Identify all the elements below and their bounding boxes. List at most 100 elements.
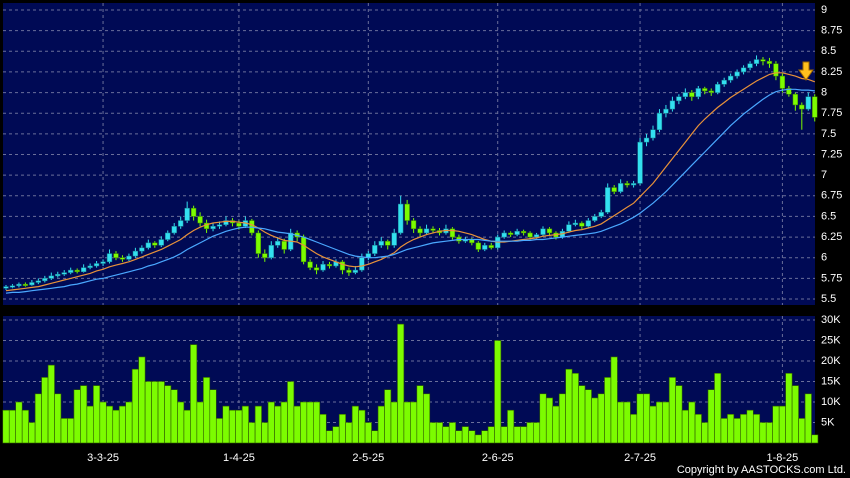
candle-body — [87, 265, 93, 268]
y-tick-label: 7.75 — [821, 107, 842, 119]
volume-bar — [668, 377, 676, 444]
volume-bar — [164, 385, 172, 444]
arrow-icon — [798, 61, 814, 81]
volume-bar — [177, 401, 185, 444]
candle-body — [35, 280, 42, 283]
y-tick-label: 5.5 — [821, 293, 836, 305]
copyright: Copyright by AASTOCKS.com Ltd. — [677, 464, 846, 476]
volume-bar — [804, 393, 812, 444]
candle-body — [695, 88, 701, 97]
volume-bar — [358, 409, 366, 444]
volume-bar — [752, 413, 761, 444]
volume-bar — [209, 389, 217, 444]
volume-bar — [759, 422, 767, 444]
volume-bar — [118, 405, 126, 444]
candle-body — [410, 220, 417, 230]
volume-bar — [520, 426, 528, 444]
candle-body — [702, 88, 708, 92]
volume-bar — [513, 426, 521, 444]
candle-body — [475, 242, 481, 250]
candle-body — [48, 275, 54, 279]
candle-body — [669, 100, 676, 110]
x-tick-label: 1-4-25 — [223, 452, 255, 464]
candle-body — [255, 232, 261, 254]
volume-bar — [552, 405, 560, 444]
volume-bar — [47, 364, 55, 444]
candle-body — [734, 71, 740, 77]
arrow-annotation — [798, 61, 814, 81]
volume-bar — [41, 377, 49, 444]
y-tick-label: 8 — [821, 86, 827, 98]
candle-body — [766, 60, 773, 64]
y-tick-label: 8.25 — [821, 66, 842, 78]
volume-bar — [765, 422, 773, 444]
volume-bar — [222, 405, 230, 444]
volume-bar — [8, 409, 17, 444]
volume-bar — [494, 340, 502, 444]
candle-body — [715, 84, 721, 93]
candle-body — [68, 269, 74, 273]
candle-body — [74, 269, 80, 273]
volume-bar — [707, 389, 715, 444]
moving-average-line — [5, 72, 816, 292]
volume-bar — [306, 401, 314, 444]
volume-bar — [604, 377, 612, 444]
volume-bar — [105, 405, 114, 444]
volume-bar — [138, 356, 146, 444]
volume-bar — [28, 422, 36, 444]
plot-layer: 5.5 5.75 6 6.25 6.5 6.75 7 7.25 7.5 7.75 8 8.25 8.5 8… — [2, 3, 842, 464]
candle-body — [313, 267, 320, 271]
candle-body — [618, 183, 624, 192]
volume-bar — [15, 401, 23, 444]
volume-bar — [798, 418, 806, 444]
candle-body — [786, 88, 792, 95]
volume-bar — [73, 389, 81, 444]
volume-bar — [384, 389, 392, 444]
candle-body — [423, 228, 430, 234]
volume-bar — [681, 409, 689, 444]
candle-body — [113, 253, 119, 258]
candle-body — [753, 59, 760, 64]
volume-bar — [190, 344, 198, 444]
volume-bar — [338, 413, 346, 444]
y-tick-label: 7.5 — [821, 128, 836, 140]
volume-bar — [131, 368, 139, 444]
volume-bar — [371, 430, 379, 444]
volume-bar — [300, 401, 308, 444]
candle-body — [637, 141, 643, 184]
volume-bar — [565, 368, 573, 444]
volume-bar — [170, 389, 178, 444]
candle-body — [216, 224, 223, 227]
volume-bar — [293, 405, 301, 444]
candle-body — [566, 224, 572, 232]
candle-body — [721, 79, 727, 85]
volume-bar — [597, 393, 605, 444]
candle-body — [352, 269, 359, 273]
volume-bar — [526, 422, 534, 444]
volume-bar — [636, 393, 644, 444]
volume-bar — [144, 381, 152, 444]
candle-body — [275, 240, 281, 246]
y-tick-label: 6.75 — [821, 190, 842, 202]
candle-body — [508, 232, 514, 235]
volume-bar — [778, 405, 786, 444]
volume-bar — [474, 434, 482, 444]
candle-body — [656, 112, 663, 130]
candle-body — [579, 222, 585, 227]
candle-body — [152, 242, 158, 246]
volume-bar — [533, 422, 541, 444]
candle-body — [236, 222, 242, 227]
candle-body — [171, 226, 177, 234]
y-tick-label: 8.5 — [821, 45, 836, 57]
candle-body — [624, 183, 630, 186]
candle-body — [190, 207, 197, 217]
volume-bar — [280, 401, 288, 444]
candle-body — [708, 90, 714, 93]
volume-bar — [287, 381, 295, 444]
candle-body — [404, 203, 410, 221]
candle-body — [676, 96, 682, 102]
candle-body — [598, 212, 604, 217]
y-tick-label: 20K — [821, 355, 841, 367]
volume-bar — [228, 409, 236, 444]
candle-body — [449, 228, 456, 238]
